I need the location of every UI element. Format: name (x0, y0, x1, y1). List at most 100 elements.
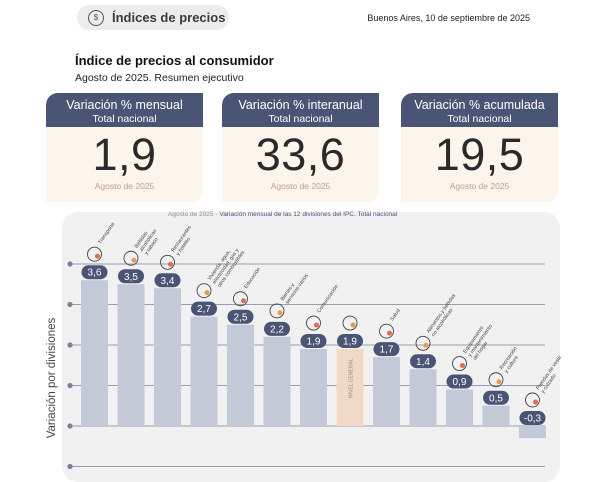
category-label: Transporte (97, 221, 116, 245)
division-icon (452, 356, 467, 371)
category-label: Recreacióny cultura (499, 346, 524, 374)
division-icon-accent (314, 322, 319, 328)
chart-title-prefix: Agosto de 2025 (168, 211, 214, 218)
division-icon (160, 254, 175, 270)
division-icon-accent (95, 253, 100, 259)
category-label: Restaurantesy hoteles (170, 224, 198, 256)
bar (154, 288, 181, 426)
gridline-marker (67, 382, 73, 389)
category-label: Salud (389, 308, 402, 322)
value-label: 3,6 (88, 268, 102, 279)
bar (300, 349, 327, 426)
card-value: 1,9 (92, 129, 157, 180)
value-label: 1,9 (343, 337, 357, 348)
division-icon-accent (350, 322, 356, 328)
value-label: -0,3 (524, 414, 542, 425)
division-icon (488, 372, 504, 388)
bar (227, 324, 254, 426)
value-badge (373, 342, 400, 357)
card-value: 33,6 (255, 129, 346, 180)
value-label: 0,9 (453, 377, 467, 388)
division-icon (415, 335, 431, 351)
division-icon-accent (168, 261, 173, 267)
card-header: Variación % interanual Total nacional (222, 93, 379, 127)
card-title: Variación % acumulada (414, 98, 545, 112)
value-badge (519, 411, 546, 425)
division-icon-accent (533, 399, 538, 405)
division-icon (269, 303, 285, 319)
bar (263, 336, 291, 426)
division-icon-accent (460, 363, 465, 369)
value-badge (264, 321, 290, 336)
category-label: Bienes yservicios varios (280, 269, 310, 305)
category-label: Bebidasalcohólicasy tabaco (134, 225, 164, 257)
card-title: Variación % mensual (66, 98, 183, 112)
division-icon-accent (423, 342, 429, 348)
value-label: 1,7 (380, 345, 394, 356)
value-badge (410, 354, 436, 369)
card-footer: Agosto de 2025 (94, 181, 155, 191)
card-subtitle: Total nacional (92, 113, 157, 125)
bar (190, 316, 218, 426)
division-icon (525, 392, 540, 408)
bar (373, 357, 400, 426)
value-label: 0,5 (489, 393, 503, 404)
division-icon (342, 315, 358, 331)
division-icon-accent (131, 257, 137, 263)
category-label: Vivienda, agua,electricidad, gas yotros … (207, 243, 247, 289)
category-label: Equipamientoy mantenimientodel hogar (462, 320, 499, 362)
report-subtitle: Agosto de 2025. Resumen ejecutivo (75, 72, 244, 84)
gridline-marker (67, 423, 73, 429)
bar (336, 349, 364, 426)
value-badge (227, 309, 254, 324)
value-label: 2,7 (197, 304, 211, 315)
division-icon (379, 323, 394, 339)
gridline-marker (67, 261, 73, 267)
value-label: 1,4 (416, 357, 430, 368)
bar (117, 284, 145, 426)
category-label: Educación (243, 267, 262, 290)
division-icon-accent (204, 290, 210, 296)
value-label: 3,5 (124, 272, 138, 283)
value-badge (300, 334, 327, 349)
report-date: Buenos Aires, 10 de septiembre de 2025 (367, 13, 530, 23)
bar-inner-label: NIVEL GENERAL (349, 358, 355, 398)
gridline-marker (67, 301, 73, 308)
value-badge (337, 334, 363, 349)
value-label: 3,4 (161, 276, 175, 287)
bar (409, 369, 437, 426)
card-header: Variación % acumulada Total nacional (401, 93, 558, 127)
card-title: Variación % interanual (238, 98, 363, 112)
coin-icon: $ (88, 9, 104, 26)
value-label: 1,9 (307, 337, 321, 348)
card-yearly: Variación % interanual Total nacional 33… (222, 93, 379, 202)
division-icon (306, 315, 321, 331)
division-icon (233, 291, 248, 307)
division-icon (196, 283, 212, 299)
card-header: Variación % mensual Total nacional (46, 93, 203, 127)
chart-title-main: Variación mensual de las 12 divisiones d… (219, 211, 397, 218)
category-label: Alimentos y bebidasno alcohólicas (426, 293, 463, 338)
bar (446, 389, 473, 426)
bar (519, 426, 546, 439)
report-title: Índice de precios al consumidor (75, 53, 274, 68)
value-badge (81, 265, 108, 280)
gridline-marker (67, 342, 73, 348)
card-accumulated: Variación % acumulada Total nacional 19,… (401, 93, 558, 202)
division-icon (87, 246, 102, 262)
division-icon-accent (496, 379, 502, 385)
bar (482, 405, 510, 426)
value-badge (191, 301, 217, 316)
division-icon (123, 250, 139, 266)
value-badge (446, 374, 473, 389)
category-label: Prendas de vestiry calzado (535, 354, 568, 394)
card-footer: Agosto de 2025 (270, 181, 331, 191)
divisions-bar-chart: Agosto de 2025 - Variación mensual de la… (67, 211, 568, 470)
category-label: Comunicación (316, 284, 340, 314)
division-icon-accent (277, 310, 283, 316)
value-badge (154, 273, 181, 288)
section-pill[interactable]: $ Índices de precios (77, 5, 229, 30)
bar (81, 280, 108, 426)
chart-title: Agosto de 2025 - Variación mensual de la… (168, 211, 398, 218)
value-label: 2,2 (270, 324, 284, 335)
